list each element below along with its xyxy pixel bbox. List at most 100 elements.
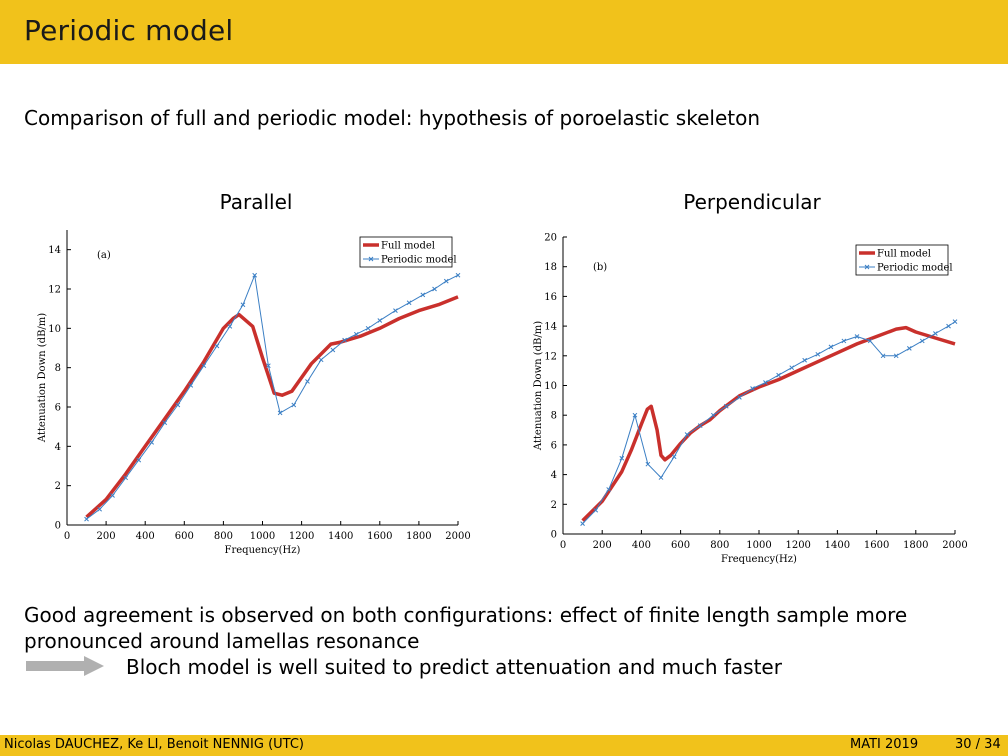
y-tick-label: 0: [55, 521, 61, 532]
data-point-periodic-model: [318, 357, 324, 363]
data-point-periodic-model: [432, 286, 437, 292]
data-point-periodic-model: [214, 343, 220, 349]
data-point-periodic-model: [136, 457, 142, 463]
x-tick-label: 1200: [785, 540, 810, 551]
x-tick-label: 1600: [367, 531, 392, 542]
data-point-periodic-model: [406, 300, 412, 306]
data-point-periodic-model: [906, 346, 912, 351]
y-tick-label: 16: [544, 292, 557, 303]
y-tick-label: 8: [551, 411, 557, 422]
series-line-full-model: [581, 325, 956, 522]
slide-subtitle: Comparison of full and periodic model: h…: [24, 106, 761, 130]
data-point-periodic-model: [946, 323, 951, 329]
conclusion-line-1: Good agreement is observed on both confi…: [24, 603, 908, 627]
data-point-periodic-model: [671, 454, 677, 460]
data-point-periodic-model: [854, 334, 860, 339]
data-point-periodic-model: [828, 344, 834, 350]
x-tick-label: 600: [175, 531, 194, 542]
chart-title-perpendicular: Perpendicular: [683, 190, 821, 214]
data-point-periodic-model: [737, 395, 742, 400]
x-tick-label: 1000: [250, 531, 275, 542]
y-axis-label: Attenuation Down (dB/m): [37, 313, 48, 443]
y-tick-label: 4: [551, 470, 557, 481]
data-point-periodic-model: [593, 507, 599, 513]
y-tick-label: 14: [544, 322, 557, 333]
data-point-periodic-model: [175, 402, 181, 408]
x-tick-label: 1200: [289, 531, 314, 542]
y-tick-label: 8: [55, 363, 61, 374]
x-tick-label: 1400: [328, 531, 353, 542]
y-tick-label: 10: [48, 324, 61, 335]
data-point-periodic-model: [841, 338, 847, 344]
panel-label: (a): [97, 250, 111, 261]
x-tick-label: 2000: [942, 540, 967, 551]
y-tick-label: 12: [48, 285, 61, 296]
data-point-periodic-model: [305, 379, 310, 384]
data-point-periodic-model: [123, 475, 129, 481]
series-line-periodic-model: [582, 321, 956, 524]
data-point-periodic-model: [266, 363, 271, 369]
series-line-full-model: [85, 295, 459, 519]
data-point-periodic-model: [789, 365, 795, 371]
legend-entry: Periodic model: [381, 255, 457, 266]
data-point-periodic-model: [619, 455, 625, 461]
data-point-periodic-model: [188, 383, 194, 388]
y-tick-label: 20: [544, 233, 557, 244]
y-axis-label: Attenuation Down (dB/m): [533, 321, 544, 451]
legend-entry: Full model: [877, 249, 931, 260]
y-tick-label: 10: [544, 381, 557, 392]
data-point-periodic-model: [697, 423, 703, 428]
slide-header: Periodic model: [0, 0, 1008, 64]
panel-label: (b): [593, 262, 607, 273]
y-tick-label: 6: [55, 403, 61, 414]
y-tick-label: 6: [551, 440, 557, 451]
data-point-periodic-model: [919, 338, 925, 344]
data-point-periodic-model: [710, 412, 716, 418]
data-point-periodic-model: [893, 353, 899, 359]
data-point-periodic-model: [84, 516, 89, 522]
slide-footer: Nicolas DAUCHEZ, Ke LI, Benoit NENNIG (U…: [0, 735, 1008, 756]
data-point-periodic-model: [342, 337, 347, 343]
data-point-periodic-model: [97, 506, 103, 512]
conclusion-line-2: pronounced around lamellas resonance: [24, 629, 420, 653]
data-point-periodic-model: [723, 403, 729, 409]
x-tick-label: 400: [632, 540, 651, 551]
arrow-icon: [24, 656, 106, 676]
x-tick-label: 1600: [864, 540, 889, 551]
x-tick-label: 800: [710, 540, 729, 551]
data-point-periodic-model: [443, 278, 449, 284]
footer-page-number[interactable]: 30 / 34: [955, 737, 1001, 752]
y-tick-label: 0: [551, 530, 557, 541]
y-tick-label: 14: [48, 245, 61, 256]
conclusion-line-3: Bloch model is well suited to predict at…: [126, 655, 782, 679]
data-point-periodic-model: [455, 272, 461, 278]
data-point-periodic-model: [880, 353, 886, 359]
x-tick-label: 400: [136, 531, 155, 542]
footer-conference: MATI 2019: [850, 737, 919, 752]
legend-marker: [368, 256, 374, 262]
data-point-periodic-model: [776, 372, 781, 378]
x-tick-label: 2000: [445, 531, 470, 542]
series-line-periodic-model: [86, 274, 459, 520]
data-point-periodic-model: [802, 357, 808, 363]
x-tick-label: 1800: [903, 540, 928, 551]
data-point-periodic-model: [952, 319, 958, 324]
data-point-periodic-model: [149, 440, 155, 445]
x-tick-label: 0: [560, 540, 566, 551]
data-point-periodic-model: [606, 487, 612, 492]
data-point-periodic-model: [645, 461, 651, 467]
data-point-periodic-model: [291, 402, 297, 408]
data-point-periodic-model: [393, 308, 398, 313]
data-point-periodic-model: [377, 318, 383, 323]
x-axis-label: Frequency(Hz): [225, 545, 301, 556]
data-point-periodic-model: [750, 386, 755, 391]
data-point-periodic-model: [658, 475, 664, 480]
footer-authors: Nicolas DAUCHEZ, Ke LI, Benoit NENNIG (U…: [4, 737, 304, 752]
slide-title: Periodic model: [24, 14, 234, 47]
y-tick-label: 2: [551, 500, 557, 511]
data-point-periodic-model: [277, 410, 283, 416]
data-point-periodic-model: [227, 324, 233, 329]
legend-entry: Full model: [381, 241, 435, 252]
data-point-periodic-model: [763, 380, 768, 385]
